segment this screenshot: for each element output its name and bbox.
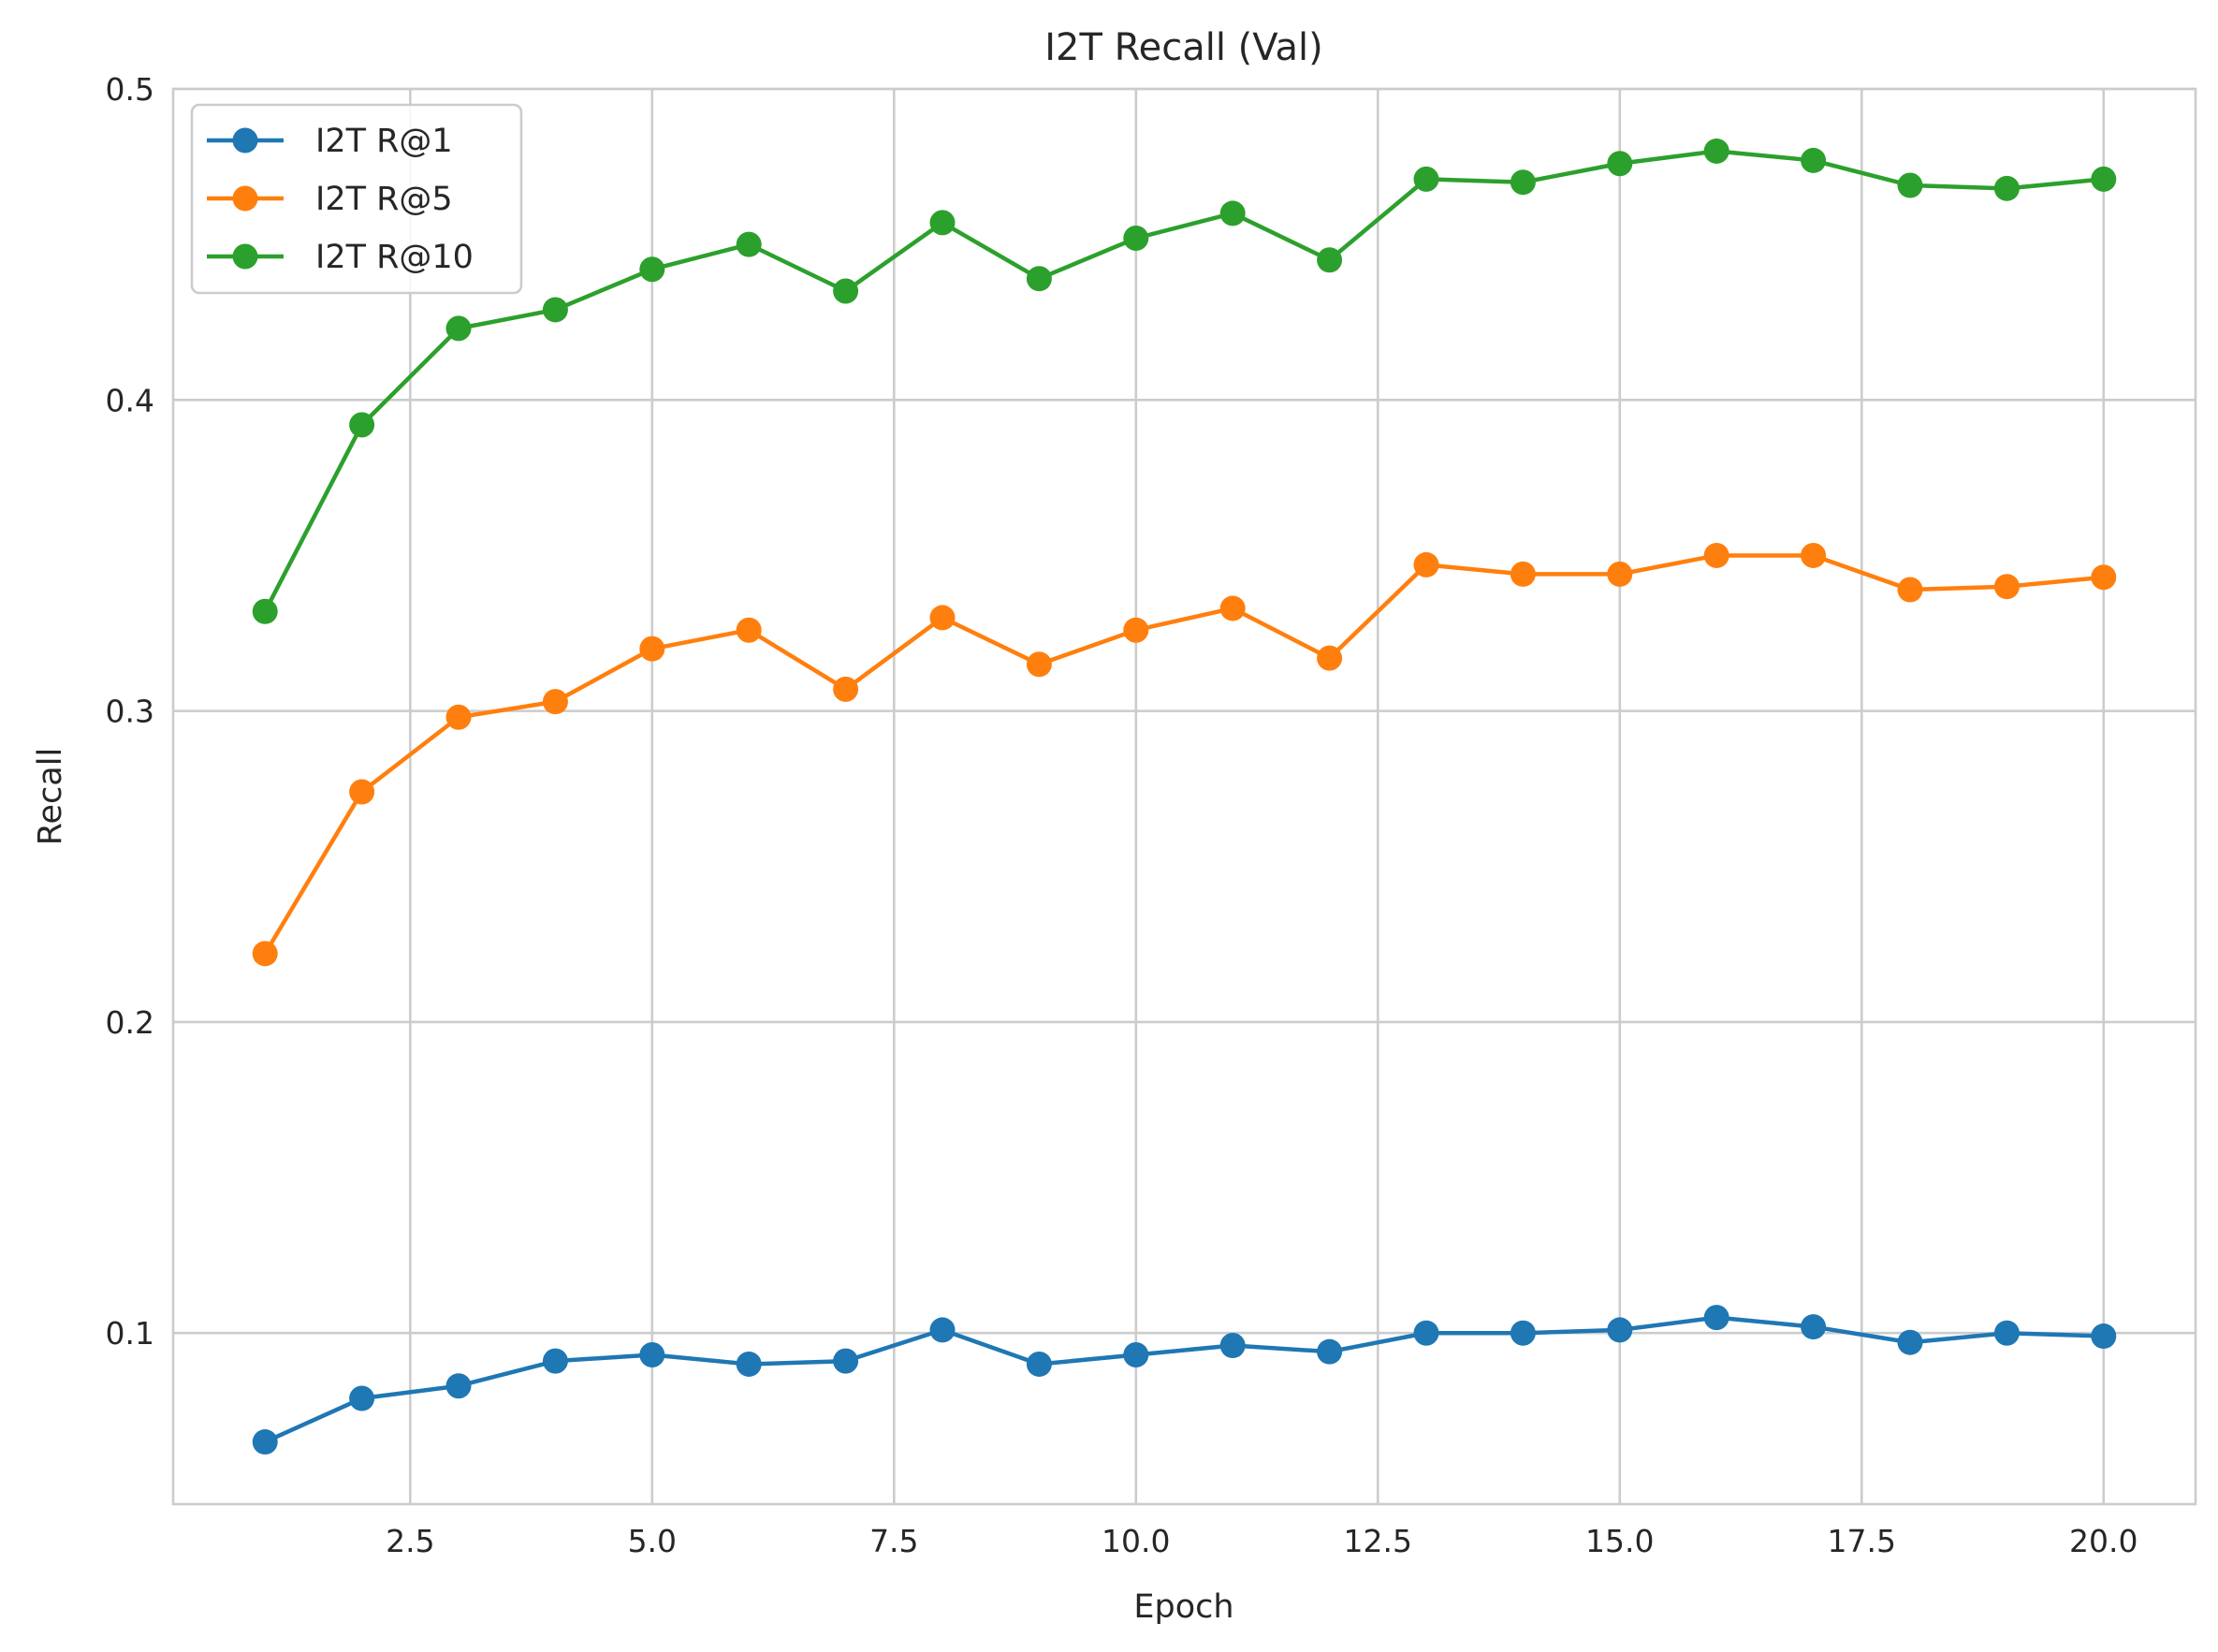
data-point-i2t-r-1 — [1993, 1320, 2020, 1346]
data-point-i2t-r-10 — [1413, 166, 1439, 192]
data-point-i2t-r-1 — [1123, 1341, 1149, 1367]
data-point-i2t-r-10 — [445, 315, 472, 342]
data-point-i2t-r-5 — [1123, 617, 1149, 643]
data-point-i2t-r-5 — [929, 605, 956, 631]
x-tick-label: 20.0 — [2069, 1523, 2138, 1559]
data-point-i2t-r-5 — [1317, 645, 1343, 671]
data-point-i2t-r-10 — [736, 231, 762, 257]
y-tick-label: 0.2 — [106, 1004, 154, 1041]
data-point-i2t-r-5 — [1993, 574, 2020, 600]
legend-label-i2t-r-5: I2T R@5 — [315, 181, 453, 218]
data-point-i2t-r-1 — [1703, 1305, 1729, 1331]
data-point-i2t-r-5 — [1897, 577, 1923, 603]
data-point-i2t-r-10 — [929, 210, 956, 236]
series-i2t-r-5 — [252, 542, 2117, 967]
data-point-i2t-r-1 — [252, 1429, 278, 1455]
legend: I2T R@1 I2T R@5 I2T R@10 — [190, 103, 523, 295]
data-point-i2t-r-5 — [349, 779, 375, 805]
legend-box — [190, 103, 523, 295]
data-point-i2t-r-5 — [1801, 542, 1827, 568]
y-tick-label: 0.5 — [106, 71, 154, 108]
data-point-i2t-r-1 — [1413, 1320, 1439, 1346]
data-point-i2t-r-10 — [1897, 172, 1923, 198]
chart-title: I2T Recall (Val) — [1044, 26, 1323, 69]
legend-marker-i2t-r-10 — [232, 243, 258, 270]
series-line-i2t-r-10 — [262, 149, 2107, 614]
x-tick-label: 2.5 — [386, 1523, 434, 1559]
x-tick-label: 15.0 — [1585, 1523, 1654, 1559]
y-tick-label: 0.1 — [106, 1315, 154, 1352]
data-point-i2t-r-1 — [1219, 1333, 1246, 1359]
legend-entry-i2t-r-1: I2T R@1 — [207, 123, 453, 160]
data-point-i2t-r-1 — [1801, 1314, 1827, 1340]
data-point-i2t-r-1 — [349, 1385, 375, 1411]
data-point-i2t-r-1 — [1607, 1317, 1633, 1343]
data-point-i2t-r-5 — [2091, 564, 2117, 591]
data-point-i2t-r-10 — [1026, 266, 1052, 292]
plot-area-frame — [171, 87, 2197, 1506]
data-point-i2t-r-10 — [833, 278, 859, 304]
data-point-i2t-r-1 — [1897, 1329, 1923, 1355]
data-point-i2t-r-10 — [1510, 169, 1536, 196]
data-point-i2t-r-5 — [833, 676, 859, 702]
data-point-i2t-r-1 — [1317, 1338, 1343, 1365]
data-point-i2t-r-1 — [445, 1373, 472, 1399]
data-point-i2t-r-1 — [1026, 1351, 1052, 1377]
legend-entry-i2t-r-5: I2T R@5 — [207, 181, 453, 218]
data-point-i2t-r-1 — [929, 1317, 956, 1343]
series-line-i2t-r-5 — [262, 553, 2107, 957]
data-point-i2t-r-5 — [639, 636, 665, 662]
x-axis-label: Epoch — [1133, 1588, 1233, 1626]
data-point-i2t-r-1 — [542, 1348, 568, 1374]
x-tick-label: 12.5 — [1344, 1523, 1412, 1559]
data-point-i2t-r-5 — [1703, 542, 1729, 568]
data-point-i2t-r-10 — [1993, 175, 2020, 201]
data-point-i2t-r-1 — [639, 1341, 665, 1367]
data-point-i2t-r-5 — [542, 689, 568, 715]
data-point-i2t-r-5 — [1413, 551, 1439, 577]
y-tick-label: 0.3 — [106, 694, 154, 730]
data-point-i2t-r-10 — [1703, 138, 1729, 164]
series-line-i2t-r-1 — [262, 1315, 2107, 1444]
data-point-i2t-r-5 — [1607, 561, 1633, 587]
legend-entry-i2t-r-10: I2T R@10 — [207, 239, 474, 276]
series-i2t-r-10 — [252, 138, 2117, 624]
data-point-i2t-r-10 — [252, 598, 278, 624]
tick-labels: 2.5 5.0 7.5 10.0 12.5 15.0 17.5 20.0 0.1 0.2 0.3 0.… — [106, 71, 2138, 1559]
data-point-i2t-r-5 — [736, 617, 762, 643]
data-point-i2t-r-10 — [1219, 200, 1246, 227]
data-point-i2t-r-10 — [2091, 166, 2117, 192]
data-point-i2t-r-10 — [1123, 226, 1149, 252]
y-axis-label: Recall — [32, 748, 69, 845]
data-point-i2t-r-5 — [252, 941, 278, 967]
data-point-i2t-r-5 — [1026, 651, 1052, 678]
data-point-i2t-r-10 — [1607, 151, 1633, 177]
data-point-i2t-r-5 — [1510, 561, 1536, 587]
data-point-i2t-r-1 — [833, 1348, 859, 1374]
x-tick-label: 10.0 — [1102, 1523, 1170, 1559]
x-tick-label: 5.0 — [628, 1523, 677, 1559]
legend-label-i2t-r-10: I2T R@10 — [315, 239, 474, 276]
x-tick-label: 17.5 — [1828, 1523, 1896, 1559]
data-point-i2t-r-5 — [445, 704, 472, 730]
legend-entries: I2T R@1 I2T R@5 I2T R@10 — [207, 123, 474, 276]
series-i2t-r-1 — [252, 1305, 2117, 1455]
y-tick-label: 0.4 — [106, 382, 154, 418]
legend-marker-i2t-r-1 — [232, 127, 258, 154]
data-point-i2t-r-10 — [1801, 147, 1827, 173]
data-point-i2t-r-5 — [1219, 595, 1246, 621]
data-point-i2t-r-10 — [542, 297, 568, 323]
data-point-i2t-r-1 — [736, 1351, 762, 1377]
data-point-i2t-r-1 — [1510, 1320, 1536, 1346]
legend-marker-i2t-r-5 — [232, 185, 258, 212]
data-point-i2t-r-10 — [639, 256, 665, 283]
data-point-i2t-r-10 — [1317, 247, 1343, 273]
data-point-i2t-r-10 — [349, 412, 375, 438]
legend-label-i2t-r-1: I2T R@1 — [315, 123, 453, 160]
series-layer — [252, 138, 2117, 1455]
grid — [173, 87, 2196, 1504]
data-point-i2t-r-1 — [2091, 1323, 2117, 1350]
x-tick-label: 7.5 — [869, 1523, 918, 1559]
